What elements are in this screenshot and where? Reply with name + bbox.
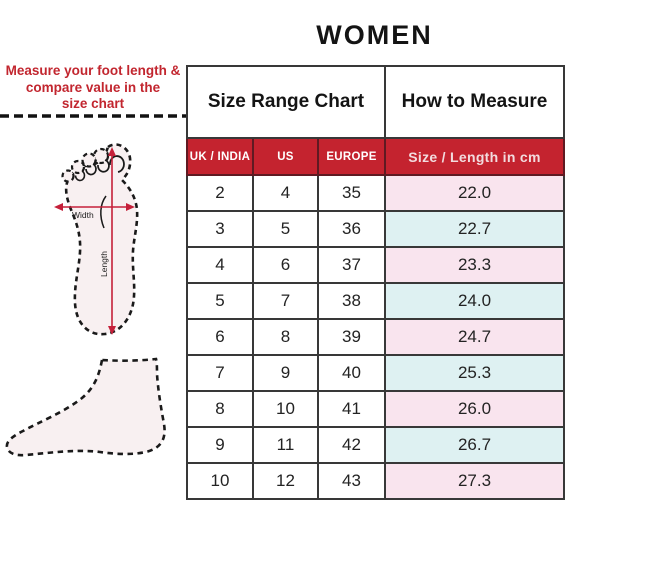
table-row: 8 10 41 26.0 bbox=[186, 390, 565, 428]
column-header-europe: EUROPE bbox=[317, 137, 386, 176]
table-row: 6 8 39 24.7 bbox=[186, 318, 565, 356]
cell-eu: 40 bbox=[317, 354, 386, 392]
cell-eu: 35 bbox=[317, 174, 386, 212]
cell-us: 4 bbox=[252, 174, 319, 212]
dashed-divider bbox=[0, 114, 186, 118]
cell-uk: 9 bbox=[186, 426, 254, 464]
cell-us: 7 bbox=[252, 282, 319, 320]
cell-cm: 23.3 bbox=[384, 246, 565, 284]
cell-eu: 39 bbox=[317, 318, 386, 356]
cell-uk: 2 bbox=[186, 174, 254, 212]
length-arrowhead-top bbox=[108, 147, 116, 156]
instruction-line-2: compare value in the bbox=[25, 79, 161, 95]
footprint-diagram: Width Length bbox=[54, 143, 139, 336]
table-row: 4 6 37 23.3 bbox=[186, 246, 565, 284]
cell-uk: 5 bbox=[186, 282, 254, 320]
cell-cm: 26.7 bbox=[384, 426, 565, 464]
column-header-uk-india: UK / INDIA bbox=[186, 137, 254, 176]
cell-us: 11 bbox=[252, 426, 319, 464]
toe-icon bbox=[81, 152, 97, 168]
cell-uk: 7 bbox=[186, 354, 254, 392]
cell-uk: 10 bbox=[186, 462, 254, 500]
table-row: 3 5 36 22.7 bbox=[186, 210, 565, 248]
side-foot-outline bbox=[5, 357, 166, 457]
cell-uk: 3 bbox=[186, 210, 254, 248]
cell-us: 6 bbox=[252, 246, 319, 284]
toe-curl-icon bbox=[85, 163, 97, 176]
cell-cm: 25.3 bbox=[384, 354, 565, 392]
toe-icon bbox=[61, 169, 75, 183]
foot-crease bbox=[100, 195, 107, 229]
cell-eu: 43 bbox=[317, 462, 386, 500]
table-row: 7 9 40 25.3 bbox=[186, 354, 565, 392]
table-row: 5 7 38 24.0 bbox=[186, 282, 565, 320]
cell-cm: 26.0 bbox=[384, 390, 565, 428]
instruction-line-3: size chart bbox=[61, 96, 125, 111]
toe-curl-icon bbox=[74, 170, 86, 182]
width-arrowhead-left bbox=[54, 203, 63, 211]
cell-cm: 22.7 bbox=[384, 210, 565, 248]
instruction-line-1: Measure your foot length & bbox=[5, 63, 181, 78]
cell-us: 5 bbox=[252, 210, 319, 248]
toe-icon bbox=[70, 159, 86, 175]
cell-cm: 24.7 bbox=[384, 318, 565, 356]
cell-eu: 42 bbox=[317, 426, 386, 464]
toe-curl-icon bbox=[109, 155, 125, 173]
width-label: Width bbox=[72, 210, 94, 220]
group-header-row: Size Range Chart How to Measure bbox=[186, 65, 565, 139]
column-header-row: UK / INDIA US EUROPE Size / Length in cm bbox=[186, 137, 565, 176]
cell-cm: 27.3 bbox=[384, 462, 565, 500]
cell-cm: 22.0 bbox=[384, 174, 565, 212]
cell-eu: 38 bbox=[317, 282, 386, 320]
cell-uk: 4 bbox=[186, 246, 254, 284]
length-arrowhead-bottom bbox=[108, 326, 116, 335]
cell-eu: 37 bbox=[317, 246, 386, 284]
table-row: 9 11 42 26.7 bbox=[186, 426, 565, 464]
group-header-how-to-measure: How to Measure bbox=[384, 65, 565, 139]
cell-eu: 41 bbox=[317, 390, 386, 428]
table-row: 2 4 35 22.0 bbox=[186, 174, 565, 212]
width-arrowhead-right bbox=[126, 203, 135, 211]
cell-us: 9 bbox=[252, 354, 319, 392]
instruction-text: Measure your foot length & compare value… bbox=[2, 63, 184, 113]
length-label: Length bbox=[99, 251, 109, 277]
table-row: 10 12 43 27.3 bbox=[186, 462, 565, 500]
group-header-size-range: Size Range Chart bbox=[186, 65, 386, 139]
side-foot-diagram bbox=[5, 357, 166, 457]
cell-cm: 24.0 bbox=[384, 282, 565, 320]
page-title: WOMEN bbox=[316, 20, 433, 50]
cell-us: 10 bbox=[252, 390, 319, 428]
cell-uk: 8 bbox=[186, 390, 254, 428]
toe-curl-icon bbox=[97, 159, 110, 173]
size-table: Size Range Chart How to Measure UK / IND… bbox=[186, 65, 565, 500]
cell-us: 12 bbox=[252, 462, 319, 500]
column-header-length-cm: Size / Length in cm bbox=[384, 137, 565, 176]
cell-eu: 36 bbox=[317, 210, 386, 248]
column-header-us: US bbox=[252, 137, 319, 176]
cell-us: 8 bbox=[252, 318, 319, 356]
cell-uk: 6 bbox=[186, 318, 254, 356]
